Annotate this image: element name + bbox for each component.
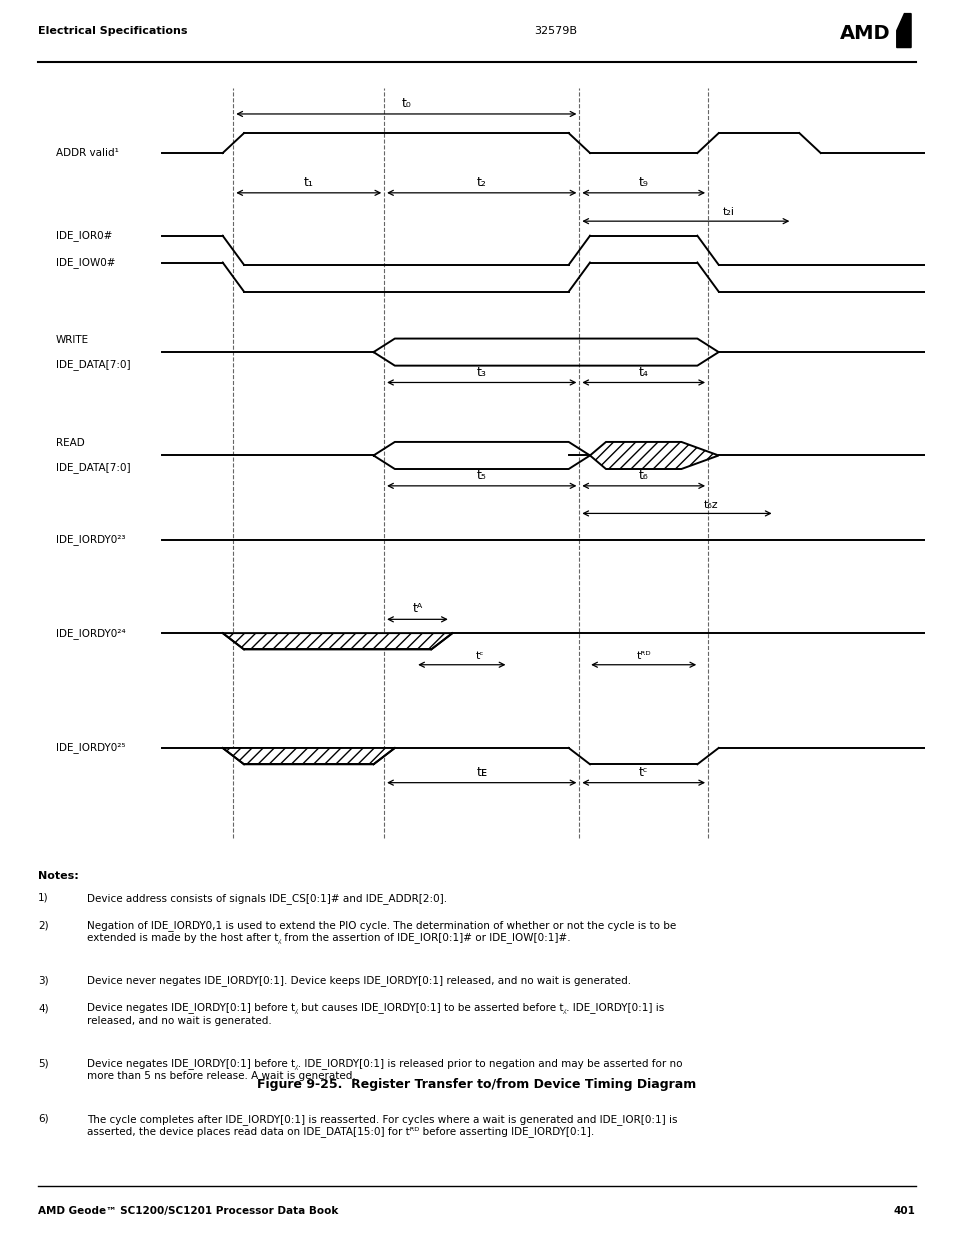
Text: 2): 2) bbox=[38, 920, 49, 930]
Text: 1): 1) bbox=[38, 893, 49, 903]
Text: Negation of IDE_IORDY0,1 is used to extend the PIO cycle. The determination of w: Negation of IDE_IORDY0,1 is used to exte… bbox=[87, 920, 676, 944]
Text: 401: 401 bbox=[893, 1205, 915, 1215]
Text: ADDR valid¹: ADDR valid¹ bbox=[56, 148, 119, 158]
Text: tᶜ: tᶜ bbox=[475, 651, 483, 661]
Text: IDE_IOW0#: IDE_IOW0# bbox=[56, 257, 115, 268]
Text: 4): 4) bbox=[38, 1003, 49, 1013]
Text: IDE_IOR0#: IDE_IOR0# bbox=[56, 230, 112, 241]
Text: tᴇ: tᴇ bbox=[476, 766, 487, 779]
Text: WRITE: WRITE bbox=[56, 335, 89, 345]
Text: t₂i: t₂i bbox=[721, 207, 734, 217]
Text: READ: READ bbox=[56, 438, 85, 448]
Text: t₀: t₀ bbox=[401, 98, 411, 110]
Text: IDE_IORDY0²³: IDE_IORDY0²³ bbox=[56, 535, 125, 545]
Text: t₃: t₃ bbox=[476, 366, 486, 379]
Text: 6): 6) bbox=[38, 1114, 49, 1124]
Text: Device negates IDE_IORDY[0:1] before t⁁ but causes IDE_IORDY[0:1] to be asserted: Device negates IDE_IORDY[0:1] before t⁁ … bbox=[87, 1003, 663, 1026]
Text: t₆: t₆ bbox=[639, 469, 648, 482]
Text: 3): 3) bbox=[38, 976, 49, 986]
Polygon shape bbox=[222, 634, 452, 650]
Polygon shape bbox=[222, 748, 395, 764]
Text: t₅: t₅ bbox=[476, 469, 486, 482]
Text: IDE_IORDY0²⁵: IDE_IORDY0²⁵ bbox=[56, 742, 125, 753]
Text: tᴬ: tᴬ bbox=[412, 603, 422, 615]
Text: IDE_DATA[7:0]: IDE_DATA[7:0] bbox=[56, 359, 131, 369]
Text: Device never negates IDE_IORDY[0:1]. Device keeps IDE_IORDY[0:1] released, and n: Device never negates IDE_IORDY[0:1]. Dev… bbox=[87, 976, 631, 987]
Text: 32579B: 32579B bbox=[534, 26, 577, 36]
Text: t₆z: t₆z bbox=[702, 500, 718, 510]
Text: t₄: t₄ bbox=[639, 366, 648, 379]
Text: AMD Geode™ SC1200/SC1201 Processor Data Book: AMD Geode™ SC1200/SC1201 Processor Data … bbox=[38, 1205, 338, 1215]
Text: t₂: t₂ bbox=[476, 177, 486, 189]
Text: IDE_DATA[7:0]: IDE_DATA[7:0] bbox=[56, 462, 131, 473]
Text: t₉: t₉ bbox=[639, 177, 648, 189]
Polygon shape bbox=[896, 14, 910, 47]
Text: The cycle completes after IDE_IORDY[0:1] is reasserted. For cycles where a wait : The cycle completes after IDE_IORDY[0:1]… bbox=[87, 1114, 677, 1137]
Text: Device negates IDE_IORDY[0:1] before t⁁. IDE_IORDY[0:1] is released prior to neg: Device negates IDE_IORDY[0:1] before t⁁.… bbox=[87, 1058, 681, 1081]
Text: t₁: t₁ bbox=[303, 177, 314, 189]
Text: tᶜ: tᶜ bbox=[639, 766, 648, 779]
Text: Notes:: Notes: bbox=[38, 871, 79, 881]
Text: tᴿᴰ: tᴿᴰ bbox=[636, 651, 650, 661]
Text: IDE_IORDY0²⁴: IDE_IORDY0²⁴ bbox=[56, 627, 126, 638]
Text: 5): 5) bbox=[38, 1058, 49, 1068]
Text: AMD: AMD bbox=[839, 25, 889, 43]
Text: Device address consists of signals IDE_CS[0:1]# and IDE_ADDR[2:0].: Device address consists of signals IDE_C… bbox=[87, 893, 447, 904]
Text: Figure 9-25.  Register Transfer to/from Device Timing Diagram: Figure 9-25. Register Transfer to/from D… bbox=[257, 1078, 696, 1092]
Polygon shape bbox=[589, 442, 718, 469]
Text: Electrical Specifications: Electrical Specifications bbox=[38, 26, 188, 36]
